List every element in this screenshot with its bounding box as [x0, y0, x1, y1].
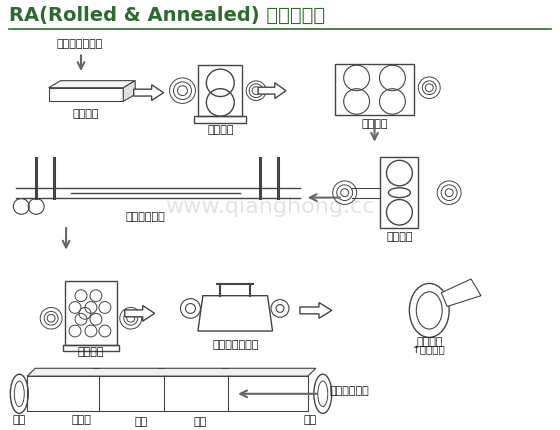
Text: 粗化: 粗化: [134, 418, 147, 427]
Polygon shape: [198, 296, 273, 331]
Bar: [63, 345, 119, 351]
Text: 前處理: 前處理: [71, 415, 91, 425]
Text: ↑原箔工程: ↑原箔工程: [412, 345, 446, 355]
Text: （精軍）: （精軍）: [78, 347, 104, 357]
Text: 成品: 成品: [303, 415, 316, 425]
Text: www.qianghong.cc: www.qianghong.cc: [165, 197, 375, 218]
Text: （原箔）: （原箔）: [416, 337, 442, 347]
Text: 原箔: 原箔: [13, 415, 26, 425]
Polygon shape: [123, 81, 135, 101]
Polygon shape: [441, 279, 481, 307]
Bar: [198, 65, 242, 116]
Text: （中軍）: （中軍）: [386, 232, 413, 242]
Text: 表面處理工程: 表面處理工程: [330, 386, 370, 396]
Text: （退火酸洗）: （退火酸洗）: [126, 212, 166, 222]
Text: （潔層、鑄造）: （潔層、鑄造）: [56, 39, 102, 49]
Text: （面削）: （面削）: [361, 119, 388, 129]
Text: 防録: 防録: [194, 418, 207, 427]
Polygon shape: [27, 376, 308, 412]
Bar: [380, 157, 418, 228]
Text: RA(Rolled & Annealed) 銅生產流程: RA(Rolled & Annealed) 銅生產流程: [10, 6, 325, 25]
Bar: [194, 116, 246, 123]
Text: （鑄胚）: （鑄胚）: [73, 109, 99, 119]
Polygon shape: [49, 81, 135, 88]
Polygon shape: [300, 303, 332, 318]
Polygon shape: [134, 85, 164, 101]
Polygon shape: [27, 368, 316, 376]
Bar: [335, 64, 414, 115]
Bar: [65, 282, 117, 345]
Polygon shape: [49, 88, 123, 101]
Polygon shape: [258, 83, 286, 98]
Polygon shape: [125, 305, 155, 321]
Text: （脆脂、洗淨）: （脆脂、洗淨）: [212, 340, 258, 350]
Text: （熱軍）: （熱軍）: [207, 125, 234, 135]
